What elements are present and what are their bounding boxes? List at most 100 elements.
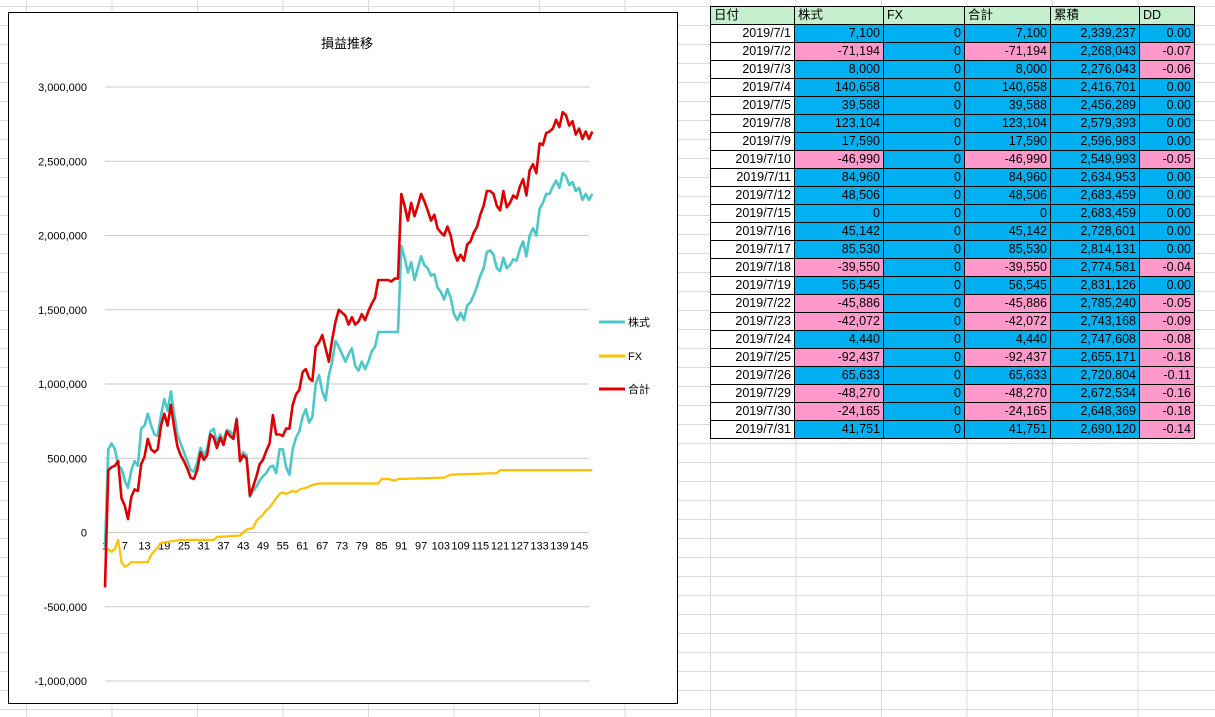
cell-dd[interactable]: -0.18 [1139, 348, 1195, 367]
cell-cumulative[interactable]: 2,634,953 [1050, 168, 1140, 187]
cell-total[interactable]: 45,142 [964, 222, 1051, 241]
cell-cumulative[interactable]: 2,683,459 [1050, 186, 1140, 205]
cell-dd[interactable]: 0.00 [1139, 240, 1195, 259]
cell-fx[interactable]: 0 [883, 96, 965, 115]
cell-dd[interactable]: -0.14 [1139, 420, 1195, 439]
cell-stock[interactable]: -45,886 [794, 294, 884, 313]
cell-stock[interactable]: -71,194 [794, 42, 884, 61]
cell-dd[interactable]: -0.05 [1139, 150, 1195, 169]
cell-total[interactable]: -48,270 [964, 384, 1051, 403]
cell-stock[interactable]: 65,633 [794, 366, 884, 385]
cell-dd[interactable]: -0.09 [1139, 312, 1195, 331]
cell-total[interactable]: 17,590 [964, 132, 1051, 151]
cell-cumulative[interactable]: 2,831,126 [1050, 276, 1140, 295]
cell-cumulative[interactable]: 2,747,608 [1050, 330, 1140, 349]
cell-date[interactable]: 2019/7/26 [710, 366, 795, 385]
header-stock[interactable]: 株式 [794, 6, 884, 25]
cell-date[interactable]: 2019/7/11 [710, 168, 795, 187]
cell-date[interactable]: 2019/7/10 [710, 150, 795, 169]
cell-fx[interactable]: 0 [883, 312, 965, 331]
cell-total[interactable]: 0 [964, 204, 1051, 223]
cell-date[interactable]: 2019/7/1 [710, 24, 795, 43]
cell-date[interactable]: 2019/7/4 [710, 78, 795, 97]
cell-date[interactable]: 2019/7/2 [710, 42, 795, 61]
cell-stock[interactable]: 41,751 [794, 420, 884, 439]
cell-total[interactable]: 39,588 [964, 96, 1051, 115]
cell-fx[interactable]: 0 [883, 330, 965, 349]
cell-total[interactable]: 7,100 [964, 24, 1051, 43]
cell-cumulative[interactable]: 2,655,171 [1050, 348, 1140, 367]
chart-area[interactable]: 損益推移 3,000,000 2,500,000 2,000,000 1,500,000… [8, 12, 678, 704]
cell-dd[interactable]: 0.00 [1139, 204, 1195, 223]
cell-date[interactable]: 2019/7/30 [710, 402, 795, 421]
cell-date[interactable]: 2019/7/12 [710, 186, 795, 205]
cell-total[interactable]: 56,545 [964, 276, 1051, 295]
cell-dd[interactable]: -0.16 [1139, 384, 1195, 403]
cell-fx[interactable]: 0 [883, 186, 965, 205]
cell-stock[interactable]: 8,000 [794, 60, 884, 79]
cell-fx[interactable]: 0 [883, 114, 965, 133]
cell-stock[interactable]: 140,658 [794, 78, 884, 97]
cell-stock[interactable]: 4,440 [794, 330, 884, 349]
cell-stock[interactable]: -39,550 [794, 258, 884, 277]
cell-cumulative[interactable]: 2,774,581 [1050, 258, 1140, 277]
cell-total[interactable]: -45,886 [964, 294, 1051, 313]
cell-dd[interactable]: -0.18 [1139, 402, 1195, 421]
cell-date[interactable]: 2019/7/8 [710, 114, 795, 133]
cell-stock[interactable]: -46,990 [794, 150, 884, 169]
header-total[interactable]: 合計 [964, 6, 1051, 25]
cell-cumulative[interactable]: 2,720,804 [1050, 366, 1140, 385]
cell-stock[interactable]: 45,142 [794, 222, 884, 241]
cell-dd[interactable]: 0.00 [1139, 186, 1195, 205]
cell-total[interactable]: -46,990 [964, 150, 1051, 169]
cell-total[interactable]: 8,000 [964, 60, 1051, 79]
cell-stock[interactable]: 7,100 [794, 24, 884, 43]
cell-date[interactable]: 2019/7/9 [710, 132, 795, 151]
cell-dd[interactable]: 0.00 [1139, 114, 1195, 133]
cell-cumulative[interactable]: 2,648,369 [1050, 402, 1140, 421]
cell-dd[interactable]: -0.11 [1139, 366, 1195, 385]
cell-total[interactable]: -42,072 [964, 312, 1051, 331]
cell-fx[interactable]: 0 [883, 294, 965, 313]
header-cumulative[interactable]: 累積 [1050, 6, 1140, 25]
cell-stock[interactable]: 17,590 [794, 132, 884, 151]
cell-fx[interactable]: 0 [883, 258, 965, 277]
cell-total[interactable]: -24,165 [964, 402, 1051, 421]
cell-fx[interactable]: 0 [883, 132, 965, 151]
cell-stock[interactable]: -48,270 [794, 384, 884, 403]
cell-dd[interactable]: 0.00 [1139, 276, 1195, 295]
cell-stock[interactable]: 0 [794, 204, 884, 223]
cell-cumulative[interactable]: 2,785,240 [1050, 294, 1140, 313]
cell-fx[interactable]: 0 [883, 348, 965, 367]
cell-total[interactable]: 48,506 [964, 186, 1051, 205]
cell-cumulative[interactable]: 2,672,534 [1050, 384, 1140, 403]
cell-total[interactable]: -39,550 [964, 258, 1051, 277]
cell-date[interactable]: 2019/7/19 [710, 276, 795, 295]
cell-date[interactable]: 2019/7/17 [710, 240, 795, 259]
cell-date[interactable]: 2019/7/18 [710, 258, 795, 277]
cell-stock[interactable]: 39,588 [794, 96, 884, 115]
cell-dd[interactable]: -0.04 [1139, 258, 1195, 277]
cell-fx[interactable]: 0 [883, 366, 965, 385]
cell-total[interactable]: 140,658 [964, 78, 1051, 97]
cell-fx[interactable]: 0 [883, 168, 965, 187]
cell-total[interactable]: 123,104 [964, 114, 1051, 133]
cell-fx[interactable]: 0 [883, 42, 965, 61]
cell-total[interactable]: 41,751 [964, 420, 1051, 439]
cell-dd[interactable]: -0.05 [1139, 294, 1195, 313]
cell-fx[interactable]: 0 [883, 222, 965, 241]
cell-cumulative[interactable]: 2,276,043 [1050, 60, 1140, 79]
cell-cumulative[interactable]: 2,683,459 [1050, 204, 1140, 223]
cell-stock[interactable]: 85,530 [794, 240, 884, 259]
header-dd[interactable]: DD [1139, 6, 1195, 25]
cell-dd[interactable]: 0.00 [1139, 132, 1195, 151]
header-fx[interactable]: FX [883, 6, 965, 25]
cell-stock[interactable]: 48,506 [794, 186, 884, 205]
header-date[interactable]: 日付 [710, 6, 795, 25]
cell-dd[interactable]: -0.07 [1139, 42, 1195, 61]
cell-cumulative[interactable]: 2,690,120 [1050, 420, 1140, 439]
cell-dd[interactable]: 0.00 [1139, 24, 1195, 43]
cell-cumulative[interactable]: 2,814,131 [1050, 240, 1140, 259]
cell-date[interactable]: 2019/7/25 [710, 348, 795, 367]
cell-dd[interactable]: -0.08 [1139, 330, 1195, 349]
